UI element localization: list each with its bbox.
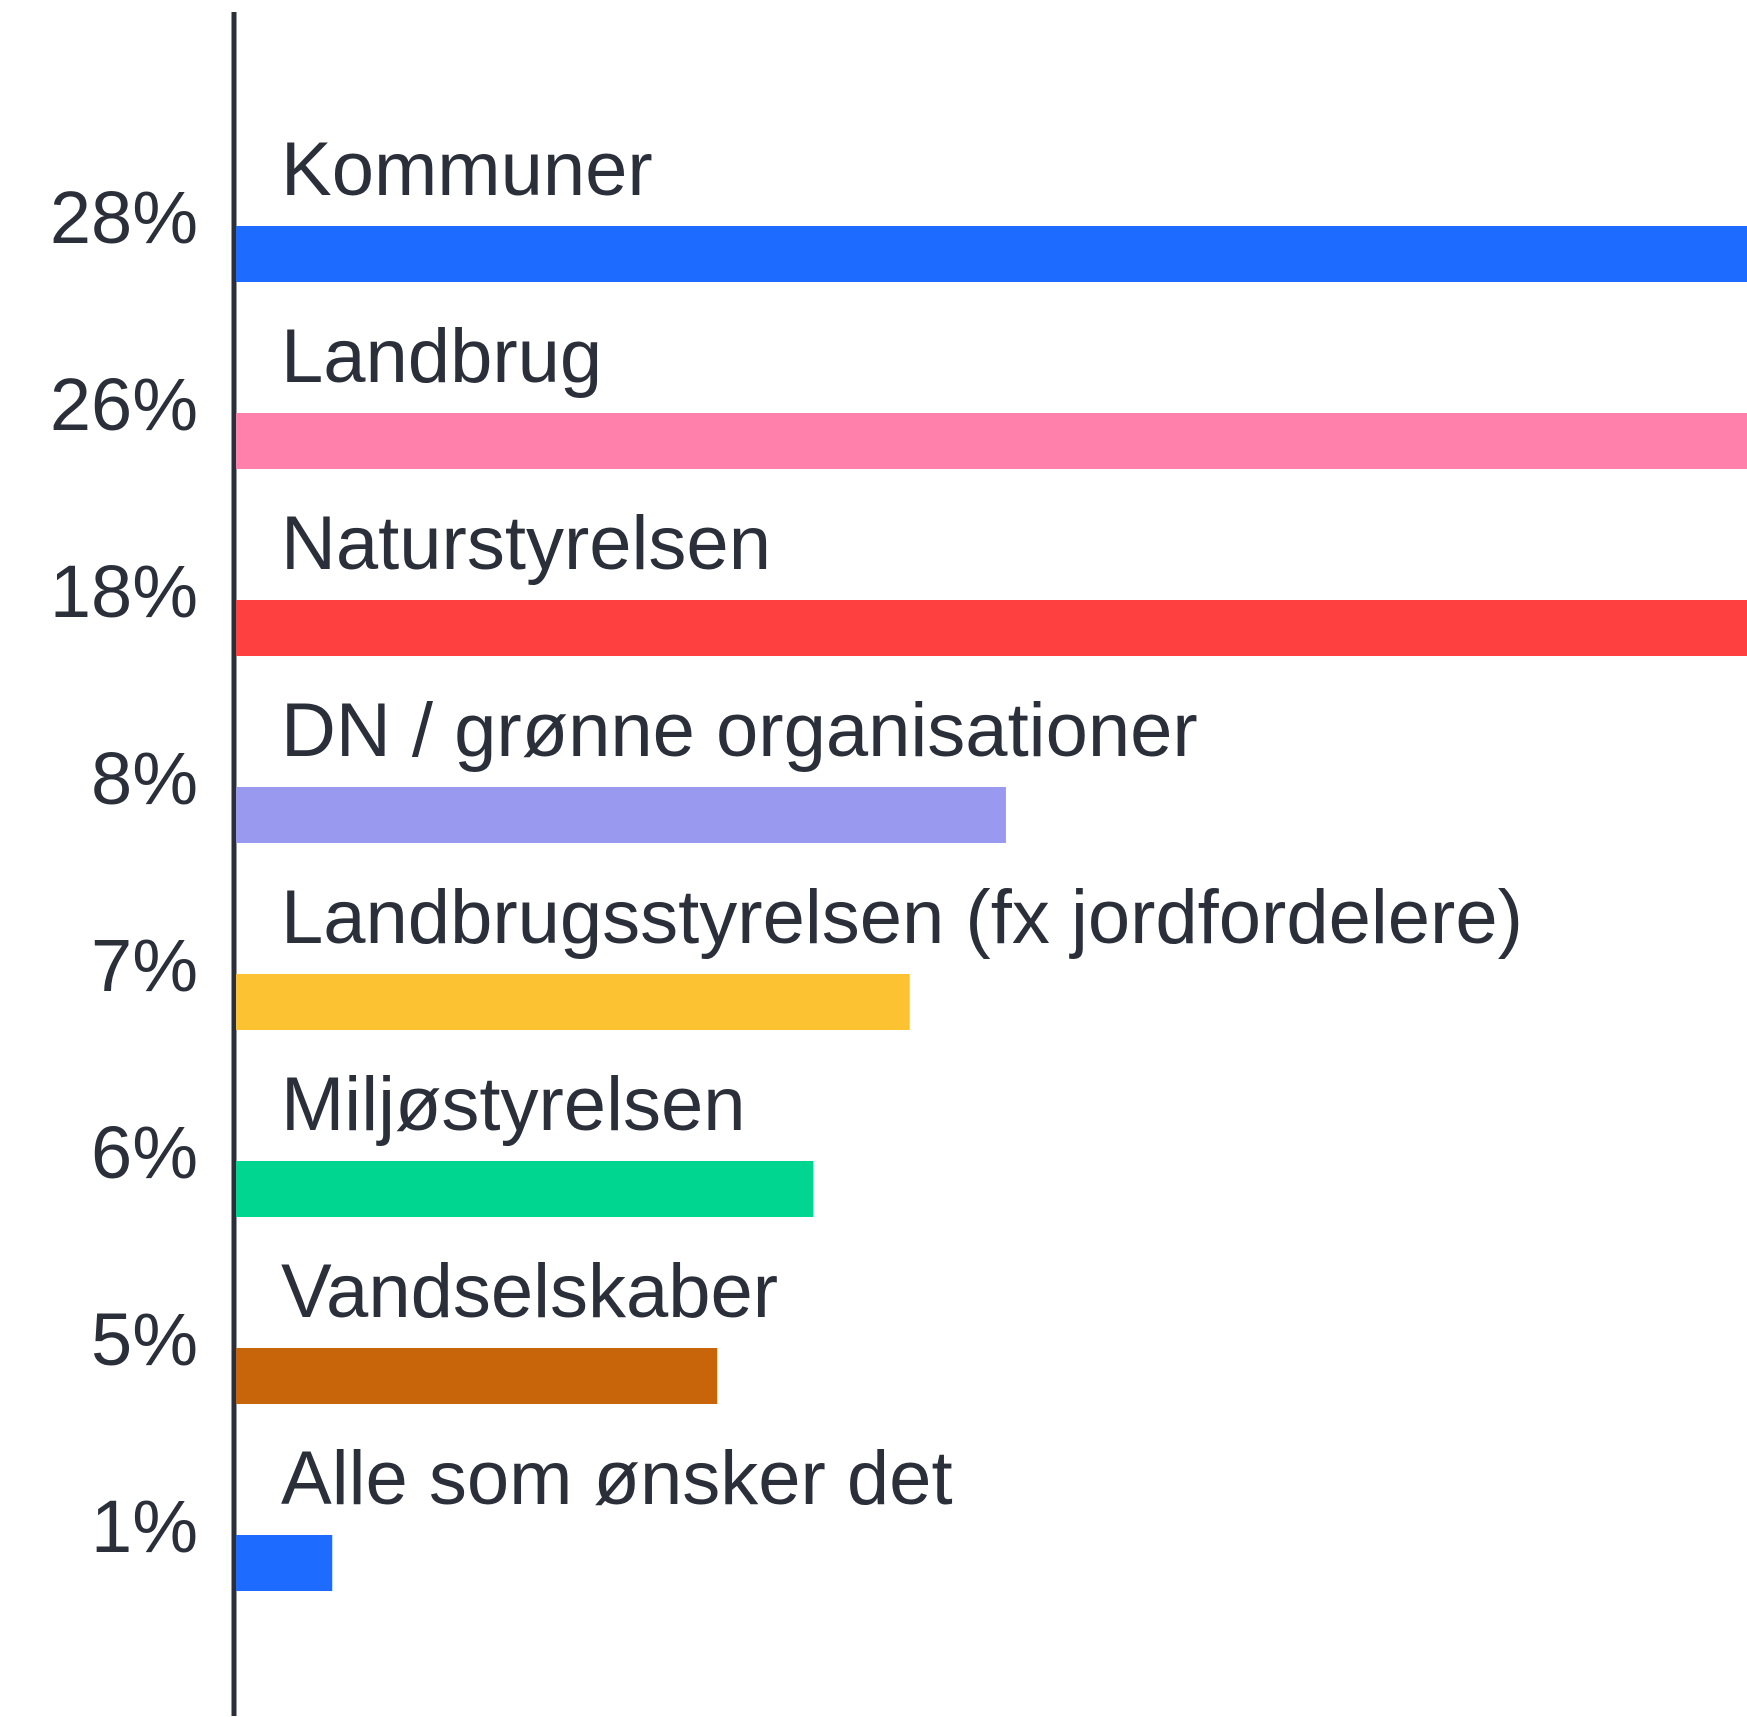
- bar: [236, 1348, 718, 1404]
- category-label: DN / grønne organisationer: [281, 688, 1198, 773]
- value-label: 18%: [50, 550, 198, 633]
- value-label: 26%: [50, 363, 198, 446]
- category-label: Vandselskaber: [281, 1249, 778, 1334]
- category-label: Kommuner: [281, 127, 653, 212]
- bar: [236, 1535, 333, 1591]
- category-label: Landbrug: [281, 314, 602, 399]
- category-label: Alle som ønsker det: [281, 1436, 953, 1521]
- value-label: 6%: [91, 1111, 198, 1194]
- value-label: 7%: [91, 924, 198, 1007]
- bar: [236, 600, 1747, 656]
- bar: [236, 974, 910, 1030]
- bar: [236, 787, 1006, 843]
- category-label: Landbrugsstyrelsen (fx jordfordelere): [281, 875, 1523, 960]
- bar: [236, 226, 1747, 282]
- category-label: Miljøstyrelsen: [281, 1062, 746, 1147]
- category-label: Naturstyrelsen: [281, 501, 771, 586]
- value-label: 1%: [91, 1485, 198, 1568]
- value-label: 8%: [91, 737, 198, 820]
- value-label: 28%: [50, 176, 198, 259]
- value-label: 5%: [91, 1298, 198, 1381]
- bar: [236, 1161, 814, 1217]
- bar: [236, 413, 1747, 469]
